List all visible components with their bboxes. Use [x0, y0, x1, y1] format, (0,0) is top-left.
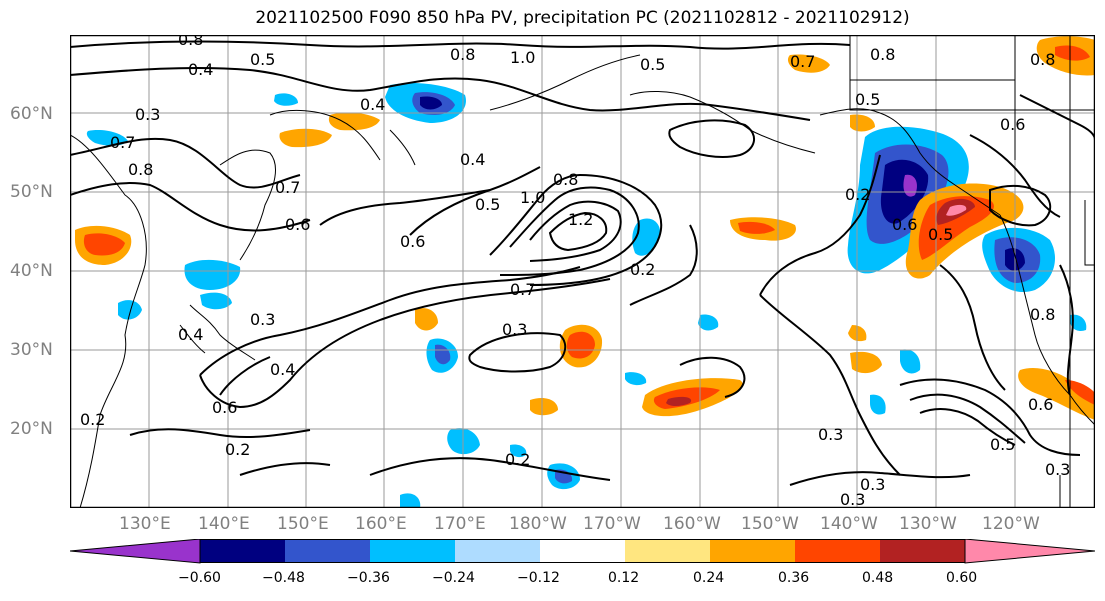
- lon-label: 140°W: [820, 514, 878, 534]
- precipitation-shading: [75, 36, 1095, 508]
- colorbar-frame: [199, 539, 966, 563]
- colorbar-segment: [455, 539, 541, 563]
- lat-label-60n: 60°N: [10, 104, 53, 124]
- contour-label: 0.5: [990, 435, 1015, 454]
- contour-label: 0.3: [818, 425, 843, 444]
- lon-label: 170°W: [583, 514, 641, 534]
- colorbar-segment: [625, 539, 711, 563]
- lon-label: 130°E: [119, 514, 171, 534]
- colorbar-segment: [370, 539, 456, 563]
- lon-label: 180°W: [509, 514, 567, 534]
- lat-label-40n: 40°N: [10, 261, 53, 281]
- contour-label: 0.8: [178, 35, 203, 49]
- contour-label: 0.5: [640, 55, 665, 74]
- colorbar-segment: [285, 539, 371, 563]
- colorbar-tick-label: −0.12: [517, 570, 560, 586]
- contour-label: 0.3: [250, 310, 275, 329]
- colorbar-tick-label: 0.60: [946, 570, 978, 586]
- colorbar: [70, 539, 1095, 564]
- contour-label: 0.8: [1030, 305, 1055, 324]
- lon-label: 130°W: [899, 514, 957, 534]
- contour-label: 1.0: [520, 188, 545, 207]
- contour-labels: 0.8 0.4 0.5 0.8 1.0 0.5 0.7 0.8 0.8 0.5 …: [80, 35, 1070, 508]
- colorbar-segment: [710, 539, 796, 563]
- colorbar-segment: [795, 539, 881, 563]
- map-panel: 0.8 0.4 0.5 0.8 1.0 0.5 0.7 0.8 0.8 0.5 …: [70, 35, 1095, 508]
- contour-label: 1.0: [510, 48, 535, 67]
- contour-label: 0.3: [840, 490, 865, 508]
- lat-label-50n: 50°N: [10, 182, 53, 202]
- colorbar-segment: [880, 539, 966, 563]
- contour-label: 0.4: [188, 60, 213, 79]
- contour-label: 0.4: [270, 360, 295, 379]
- colorbar-tick-label: −0.24: [432, 570, 475, 586]
- lon-label: 140°E: [198, 514, 250, 534]
- contour-label: 0.2: [630, 260, 655, 279]
- contour-label: 0.5: [475, 195, 500, 214]
- pv-contours: [70, 40, 1095, 486]
- contour-label: 0.8: [450, 45, 475, 64]
- contour-label: 0.6: [285, 215, 310, 234]
- contour-label: 0.2: [225, 440, 250, 459]
- colorbar-tick-label: 0.12: [608, 570, 640, 586]
- contour-label: 0.2: [80, 410, 105, 429]
- lon-label: 170°E: [434, 514, 486, 534]
- colorbar-tick-label: −0.48: [262, 570, 305, 586]
- lon-label: 150°W: [741, 514, 799, 534]
- contour-label: 0.3: [135, 105, 160, 124]
- contour-label: 0.3: [502, 320, 527, 339]
- colorbar-extend-max: [964, 539, 1095, 564]
- contour-label: 0.8: [870, 45, 895, 64]
- lon-label: 160°W: [663, 514, 721, 534]
- contour-label: 0.4: [360, 95, 385, 114]
- contour-label: 0.8: [553, 170, 578, 189]
- contour-label: 0.6: [1028, 395, 1053, 414]
- contour-label: 0.2: [505, 450, 530, 469]
- contour-label: 0.7: [790, 52, 815, 71]
- contour-label: 0.8: [128, 160, 153, 179]
- contour-label: 0.6: [212, 398, 237, 417]
- lon-label: 120°W: [982, 514, 1040, 534]
- coastlines: [70, 35, 1095, 508]
- contour-label: 0.7: [110, 133, 135, 152]
- contour-label: 0.8: [1030, 50, 1055, 69]
- contour-label: 0.3: [860, 475, 885, 494]
- colorbar-tick-label: 0.24: [693, 570, 725, 586]
- contour-label: 0.6: [892, 215, 917, 234]
- colorbar-tick-label: −0.60: [178, 570, 221, 586]
- colorbar-tick-label: 0.36: [778, 570, 810, 586]
- colorbar-segment: [540, 539, 626, 563]
- contour-label: 0.7: [510, 280, 535, 299]
- contour-label: 0.2: [845, 185, 870, 204]
- contour-label: 0.4: [460, 150, 485, 169]
- lat-label-20n: 20°N: [10, 419, 53, 439]
- contour-label: 0.5: [928, 225, 953, 244]
- contour-label: 0.5: [250, 50, 275, 69]
- colorbar-tick-label: 0.48: [862, 570, 894, 586]
- contour-label: 0.5: [855, 90, 880, 109]
- colorbar-tick-label: −0.36: [347, 570, 390, 586]
- colorbar-segment: [200, 539, 286, 563]
- contour-label: 0.7: [275, 178, 300, 197]
- contour-label: 1.2: [568, 210, 593, 229]
- contour-label: 0.4: [178, 325, 203, 344]
- contour-label: 0.3: [1045, 460, 1070, 479]
- contour-label: 0.6: [1000, 115, 1025, 134]
- lon-label: 150°E: [277, 514, 329, 534]
- lon-label: 160°E: [355, 514, 407, 534]
- map-title: 2021102500 F090 850 hPa PV, precipitatio…: [255, 8, 910, 28]
- map-frame: [70, 35, 1095, 508]
- lat-label-30n: 30°N: [10, 340, 53, 360]
- contour-label: 0.6: [400, 232, 425, 251]
- colorbar-extend-min: [70, 539, 201, 564]
